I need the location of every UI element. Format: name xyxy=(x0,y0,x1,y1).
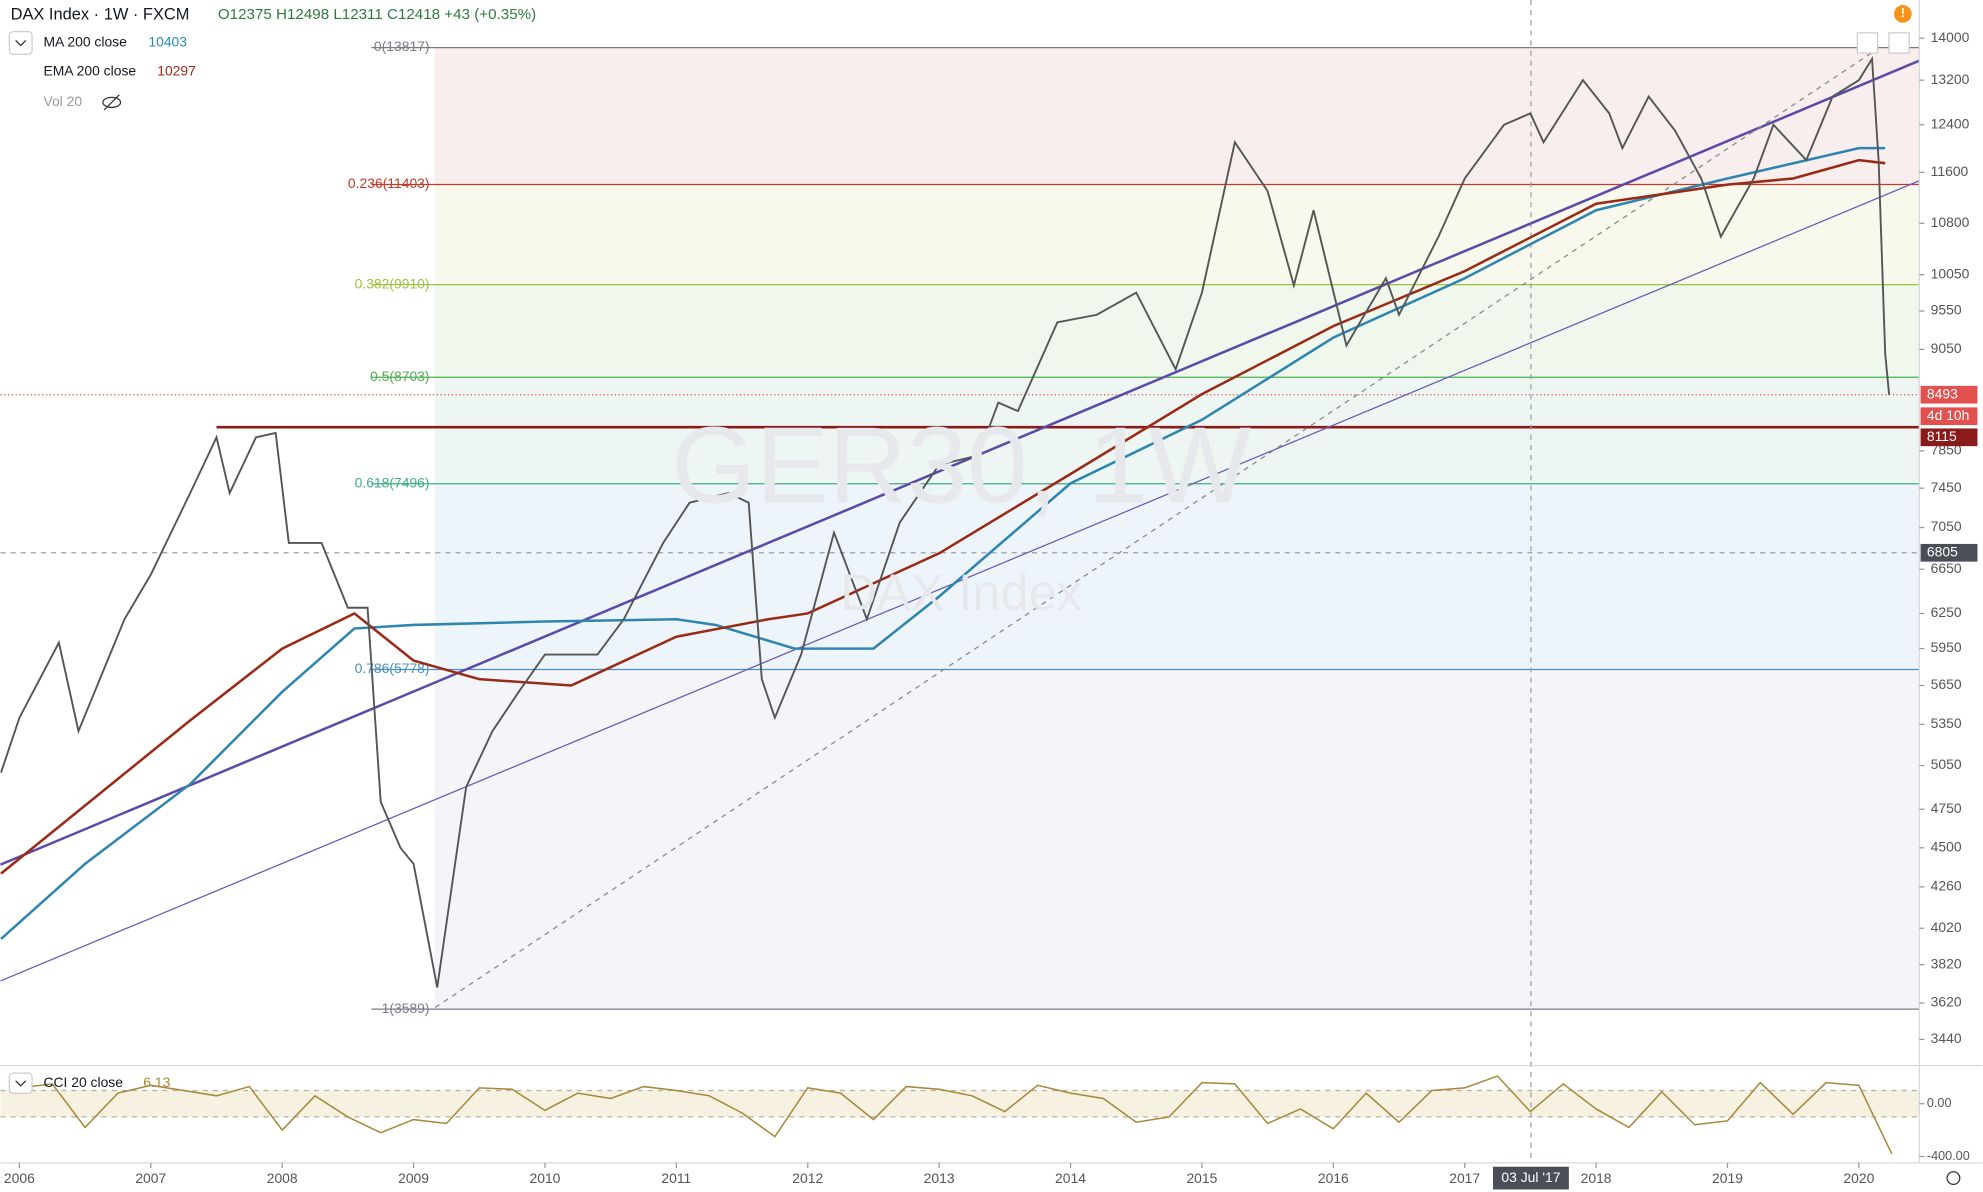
levels: 0(13817) 0.236(11403) 0.382(9910) 0.5(8703)… xyxy=(0,0,1920,1163)
cci-value: 6.13 xyxy=(143,1074,170,1090)
crosshair-price-box xyxy=(1920,543,1978,562)
y-tick-label: 3820 xyxy=(1931,955,1962,971)
price-axis xyxy=(1919,0,1983,1192)
hidden-icon[interactable] xyxy=(102,94,122,111)
x-tick-label: 2019 xyxy=(1712,1170,1743,1186)
chevron-icon xyxy=(15,1080,27,1087)
fib-label: 0.382(9910) xyxy=(355,275,430,291)
fib-label: 1(3589) xyxy=(382,1000,430,1016)
x-tick-label: 2011 xyxy=(661,1170,691,1186)
ma-line xyxy=(0,158,1886,875)
cci-tick-label: -400.00 xyxy=(1927,1149,1970,1163)
last-price-box xyxy=(1920,385,1978,404)
fib-label: 0.236(11403) xyxy=(348,175,430,191)
last-price-label: 8493 xyxy=(1927,385,1958,401)
symbol: DAX Index · 1W · FXCM xyxy=(11,6,190,24)
reset-button[interactable] xyxy=(1888,32,1910,54)
x-tick-label: 2006 xyxy=(4,1170,35,1186)
crosshair-date: 03 Jul '17 xyxy=(1501,1169,1560,1185)
x-tick-label: 2020 xyxy=(1843,1170,1874,1186)
cci-tick-label: 0.00 xyxy=(1927,1096,1952,1110)
x-tick-label: 2013 xyxy=(924,1170,955,1186)
watermark-subtitle: DAX Index xyxy=(840,564,1082,621)
y-tick-label: 6250 xyxy=(1931,604,1962,620)
x-tick-label: 2007 xyxy=(135,1170,166,1186)
x-tick-label: 2014 xyxy=(1055,1170,1086,1186)
support-price-label: 8115 xyxy=(1927,428,1957,444)
legend-value: 10403 xyxy=(148,34,187,50)
fib-zone xyxy=(434,669,1920,1010)
y-tick-label: 14000 xyxy=(1931,29,1970,45)
y-tick-label: 4500 xyxy=(1931,838,1962,854)
price-line xyxy=(0,55,1891,988)
ohlc: O12375 H12498 L12311 C12418 +43 (+0.35%) xyxy=(218,6,536,23)
chevron-icon xyxy=(15,40,27,47)
y-tick-label: 9050 xyxy=(1931,340,1962,356)
support-price-box xyxy=(1920,428,1978,447)
fib-label: 0(13817) xyxy=(374,38,430,54)
fib-label: 0.5(8703) xyxy=(370,368,429,384)
legend-value: 10297 xyxy=(157,63,196,79)
y-tick-label: 11600 xyxy=(1931,163,1969,179)
alert-glyph: ! xyxy=(1901,6,1905,20)
y-tick-label: 3440 xyxy=(1931,1030,1962,1046)
y-tick-label: 10050 xyxy=(1931,265,1970,281)
settings-icon[interactable] xyxy=(1946,1171,1961,1186)
legend-entry: Vol 20 xyxy=(43,93,82,109)
y-tick-label: 5650 xyxy=(1931,676,1962,692)
watermark-title: GER30, 1W xyxy=(671,406,1251,527)
crosshair-date-box xyxy=(1493,1166,1569,1190)
y-tick-label: 4750 xyxy=(1931,800,1962,816)
axes: 1400013200124001160010800100509550905078… xyxy=(4,29,1978,1190)
x-tick-label: 2015 xyxy=(1186,1170,1217,1186)
x-tick-label: 2017 xyxy=(1449,1170,1480,1186)
series xyxy=(0,55,1893,1155)
y-tick-label: 5050 xyxy=(1931,756,1962,772)
y-tick-label: 6650 xyxy=(1931,560,1962,576)
x-tick-label: 2010 xyxy=(530,1170,561,1186)
scroll-button[interactable] xyxy=(1856,32,1879,54)
x-tick-label: 2009 xyxy=(398,1170,429,1186)
fib-zone xyxy=(434,184,1920,285)
countdown-label: 4d 10h xyxy=(1927,407,1970,423)
cci-line xyxy=(19,1075,1893,1155)
cci-band xyxy=(0,1090,1920,1117)
crosshair-price-label: 6805 xyxy=(1927,543,1958,559)
y-tick-label: 7050 xyxy=(1931,518,1962,534)
fib-zone xyxy=(434,284,1920,378)
fib-label: 0.786(5778) xyxy=(355,660,430,676)
y-tick-label: 10800 xyxy=(1931,214,1970,230)
alert-icon[interactable] xyxy=(1894,5,1912,23)
trendline xyxy=(0,180,1920,982)
x-tick-label: 2016 xyxy=(1318,1170,1349,1186)
trendline xyxy=(0,59,1920,866)
fib-label: 0.618(7496) xyxy=(355,474,430,490)
y-tick-label: 5950 xyxy=(1931,639,1962,655)
x-tick-label: 2008 xyxy=(267,1170,298,1186)
fib-zone xyxy=(434,47,1920,185)
x-tick-label: 2012 xyxy=(792,1170,823,1186)
trendlines xyxy=(0,52,1920,1008)
y-tick-label: 3620 xyxy=(1931,994,1962,1010)
legend-entry: MA 200 close xyxy=(43,34,127,50)
legend-entry: EMA 200 close xyxy=(43,63,136,79)
y-tick-label: 4260 xyxy=(1931,878,1962,894)
x-tick-label: 2018 xyxy=(1581,1170,1612,1186)
cci-legend: CCI 20 close xyxy=(43,1074,123,1090)
collapse-button[interactable] xyxy=(8,1072,33,1095)
trendline xyxy=(434,52,1872,1008)
y-tick-label: 5350 xyxy=(1931,715,1962,731)
y-tick-label: 13200 xyxy=(1931,71,1970,87)
y-tick-label: 4020 xyxy=(1931,919,1962,935)
collapse-button[interactable] xyxy=(8,30,33,55)
countdown-box xyxy=(1920,407,1978,426)
y-tick-label: 9550 xyxy=(1931,302,1962,318)
y-tick-label: 7450 xyxy=(1931,479,1962,495)
y-tick-label: 12400 xyxy=(1931,115,1970,131)
ma-line xyxy=(0,146,1886,940)
